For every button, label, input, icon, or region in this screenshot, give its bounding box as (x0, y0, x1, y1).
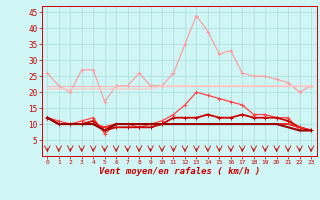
X-axis label: Vent moyen/en rafales ( km/h ): Vent moyen/en rafales ( km/h ) (99, 167, 260, 176)
